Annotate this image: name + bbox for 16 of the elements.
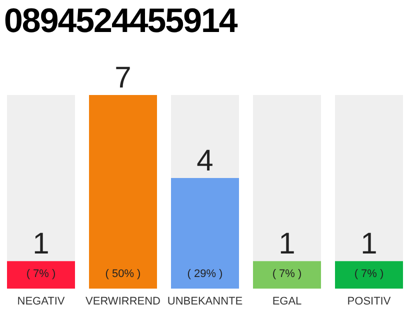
annotation: ( 29% ) xyxy=(187,268,223,280)
x-tick-label: NEGATIV xyxy=(17,295,66,308)
x-tick-label: POSITIV xyxy=(347,295,392,308)
data-label: 4 xyxy=(196,144,214,178)
data-label: 1 xyxy=(360,227,378,260)
annotation: ( 50% ) xyxy=(105,268,141,280)
annotation: ( 7% ) xyxy=(26,268,56,280)
chart-title: 0894524455914 xyxy=(4,2,237,41)
x-tick-label: UNBEKANNTE xyxy=(167,295,243,308)
annotation: ( 7% ) xyxy=(354,268,384,280)
annotation: ( 7% ) xyxy=(272,268,302,280)
data-label: 7 xyxy=(114,61,132,94)
data-label: 1 xyxy=(32,227,50,260)
data-label: 1 xyxy=(278,227,296,260)
x-tick-label: VERWIRREND xyxy=(86,295,161,308)
x-tick-label: EGAL xyxy=(272,295,302,308)
